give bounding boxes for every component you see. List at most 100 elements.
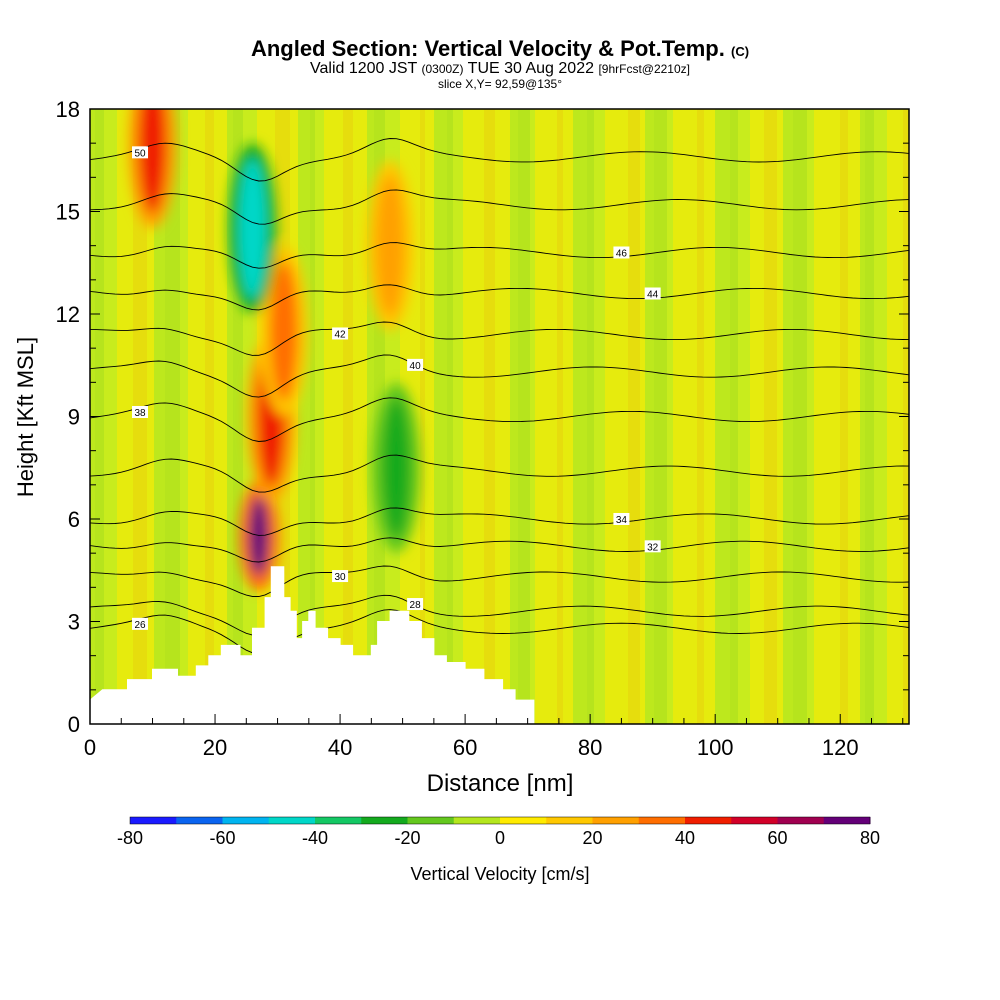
x-axis-label: Distance [nm] bbox=[427, 770, 574, 797]
theta-contour bbox=[90, 594, 909, 636]
colorbar-swatch bbox=[546, 817, 593, 824]
velocity-features bbox=[128, 109, 421, 592]
theta-contour bbox=[90, 354, 909, 398]
velocity-band bbox=[425, 109, 434, 724]
colorbar-tick-label: 20 bbox=[582, 828, 602, 848]
velocity-band bbox=[715, 109, 730, 724]
colorbar-swatch bbox=[268, 817, 316, 824]
chart-title: Angled Section: Vertical Velocity & Pot.… bbox=[250, 36, 750, 61]
velocity-band bbox=[777, 109, 783, 724]
chart-slice-info: slice X,Y= 92,59@135° bbox=[437, 77, 563, 91]
velocity-band bbox=[188, 109, 200, 724]
theta-contour-label: 38 bbox=[134, 408, 146, 419]
velocity-band bbox=[495, 109, 510, 724]
velocity-band bbox=[214, 109, 227, 724]
x-axis: 0 20 40 60 80 100 120 bbox=[84, 714, 904, 760]
theta-contour-label-bg bbox=[132, 617, 149, 630]
theta-contour-label-bg bbox=[407, 598, 424, 611]
velocity-band bbox=[117, 109, 123, 724]
velocity-band bbox=[477, 109, 484, 724]
velocity-band bbox=[420, 109, 425, 724]
theta-contour-label: 26 bbox=[134, 620, 146, 631]
velocity-band bbox=[200, 109, 205, 724]
velocity-band bbox=[310, 109, 315, 724]
theta-contour bbox=[90, 138, 909, 182]
velocity-band bbox=[874, 109, 887, 724]
x-tick-label: 100 bbox=[697, 735, 734, 760]
theta-contour bbox=[90, 507, 909, 536]
colorbar-tick-label: -80 bbox=[117, 828, 143, 848]
velocity-band bbox=[783, 109, 793, 724]
theta-contour-label-bg bbox=[644, 287, 661, 300]
theta-contour-label-bg bbox=[332, 327, 349, 340]
x-tick-label: 80 bbox=[578, 735, 602, 760]
x-tick-label: 40 bbox=[328, 735, 352, 760]
theta-contour-label-bg bbox=[926, 465, 942, 477]
colorbar: -80 -60 -40 -20 0 20 40 60 80 bbox=[117, 816, 880, 848]
colorbar-swatch bbox=[453, 817, 501, 824]
theta-contour-label-bg bbox=[613, 246, 630, 259]
colorbar-tick-label: -60 bbox=[209, 828, 235, 848]
colorbar-swatch bbox=[361, 817, 408, 824]
velocity-band bbox=[484, 109, 495, 724]
velocity-band bbox=[594, 109, 605, 724]
colorbar-tick-label: -20 bbox=[394, 828, 420, 848]
velocity-band bbox=[893, 109, 903, 724]
theta-contour bbox=[90, 397, 909, 442]
theta-contour-label-bg bbox=[926, 199, 942, 211]
velocity-band bbox=[640, 109, 645, 724]
velocity-band bbox=[154, 109, 165, 724]
velocity-band bbox=[764, 109, 777, 724]
x-tick-label: 20 bbox=[203, 735, 227, 760]
velocity-band bbox=[165, 109, 180, 724]
colorbar-swatch bbox=[823, 817, 871, 824]
colorbar-swatch bbox=[685, 817, 732, 824]
velocity-feature bbox=[248, 496, 269, 577]
velocity-band bbox=[697, 109, 704, 724]
theta-contour bbox=[90, 454, 909, 493]
theta-contour-label: 50 bbox=[134, 148, 146, 159]
velocity-band bbox=[147, 109, 154, 724]
colorbar-swatch bbox=[731, 817, 778, 824]
colorbar-swatch bbox=[315, 817, 362, 824]
theta-contour-label-bg bbox=[332, 570, 349, 583]
velocity-band bbox=[605, 109, 620, 724]
theta-contour-label-bg bbox=[644, 540, 661, 553]
velocity-band bbox=[848, 109, 860, 724]
velocity-band bbox=[315, 109, 324, 724]
y-axis: 0 3 6 9 12 15 18 bbox=[56, 97, 909, 737]
theta-contour-label-bg bbox=[613, 513, 630, 525]
theta-contour bbox=[90, 189, 909, 225]
theta-contours: 26 28 30 32 34 36 38 40 42 44 46 48 50 bbox=[90, 138, 942, 655]
theta-contour-label: 30 bbox=[335, 572, 347, 583]
velocity-band bbox=[750, 109, 755, 724]
theta-contour-label: 48 bbox=[928, 201, 940, 212]
velocity-band bbox=[887, 109, 893, 724]
velocity-band bbox=[518, 109, 530, 724]
colorbar-label: Vertical Velocity [cm/s] bbox=[410, 864, 589, 884]
velocity-band bbox=[738, 109, 750, 724]
x-tick-label: 120 bbox=[822, 735, 859, 760]
y-tick-label: 18 bbox=[56, 97, 80, 122]
velocity-band bbox=[573, 109, 587, 724]
velocity-band bbox=[704, 109, 715, 724]
theta-contour-label-bg bbox=[132, 405, 149, 418]
colorbar-tick-label: -40 bbox=[302, 828, 328, 848]
theta-contour-label: 32 bbox=[647, 542, 659, 553]
theta-contour bbox=[90, 284, 909, 311]
terrain-mask bbox=[90, 566, 535, 724]
velocity-band bbox=[730, 109, 738, 724]
velocity-feature bbox=[138, 109, 167, 214]
theta-contour-label: 40 bbox=[410, 361, 422, 372]
velocity-band bbox=[557, 109, 563, 724]
colorbar-swatch bbox=[592, 817, 640, 824]
velocity-band bbox=[535, 109, 544, 724]
y-tick-label: 6 bbox=[68, 507, 80, 532]
velocity-band bbox=[337, 109, 343, 724]
y-tick-label: 15 bbox=[56, 200, 80, 225]
velocity-band bbox=[673, 109, 683, 724]
y-tick-label: 12 bbox=[56, 302, 80, 327]
velocity-band bbox=[343, 109, 353, 724]
velocity-band bbox=[654, 109, 667, 724]
